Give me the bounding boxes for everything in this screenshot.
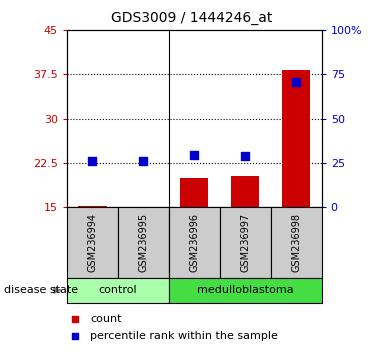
Text: GSM236994: GSM236994 [87, 213, 98, 272]
Text: control: control [99, 285, 137, 295]
Bar [67, 278, 169, 303]
Point [242, 153, 249, 159]
Bar [169, 278, 322, 303]
Point [72, 316, 78, 321]
Bar [118, 207, 169, 278]
Bar [220, 207, 271, 278]
Text: percentile rank within the sample: percentile rank within the sample [90, 331, 278, 341]
Bar [67, 207, 118, 278]
Point [192, 152, 198, 158]
Text: GSM236998: GSM236998 [291, 213, 301, 272]
Bar [129, 206, 157, 207]
Point [90, 158, 96, 164]
Bar [282, 70, 310, 207]
Text: GSM236997: GSM236997 [240, 213, 250, 272]
Bar [271, 207, 322, 278]
Text: disease state: disease state [4, 285, 78, 295]
Point [72, 333, 78, 339]
Point [293, 80, 300, 85]
Bar [169, 207, 220, 278]
Point [141, 158, 147, 164]
Text: GSM236996: GSM236996 [189, 213, 200, 272]
Bar [231, 176, 259, 207]
Text: medulloblastoma: medulloblastoma [197, 285, 294, 295]
Text: GSM236995: GSM236995 [138, 213, 149, 272]
Text: GDS3009 / 1444246_at: GDS3009 / 1444246_at [111, 11, 272, 25]
Bar [79, 206, 106, 207]
Bar [180, 178, 208, 207]
Text: count: count [90, 314, 121, 324]
